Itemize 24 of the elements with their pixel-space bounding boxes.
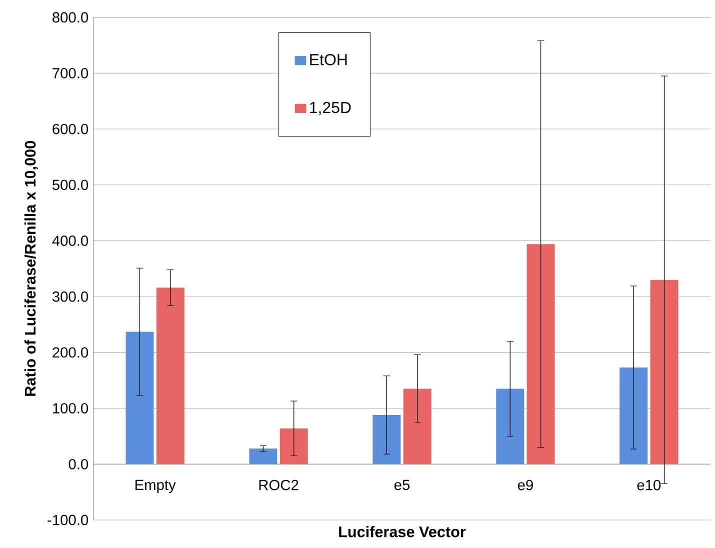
y-tick-label: -100.0 — [48, 514, 88, 526]
y-tick-label: 300.0 — [52, 291, 88, 302]
bar — [403, 388, 432, 464]
y-tick-label: 700.0 — [52, 68, 88, 78]
y-tick-label: 100.0 — [53, 403, 88, 414]
x-tick-label: e10 — [637, 480, 661, 490]
x-axis-title: Luciferase Vector — [339, 526, 466, 538]
x-tick-label: e9 — [518, 480, 533, 490]
y-tick-label: 600.0 — [52, 124, 88, 134]
legend-label: 1,25D — [310, 102, 351, 116]
x-tick-label: ROC2 — [259, 480, 298, 490]
bar — [650, 280, 678, 464]
y-tick-label: 800.0 — [52, 12, 88, 23]
x-tick-label: Empty — [135, 480, 176, 493]
y-tick-label: 500.0 — [52, 180, 88, 190]
x-tick-label: e5 — [394, 480, 410, 490]
y-axis-title: Ratio of Luciferase/Renilla x 10,000 — [24, 141, 38, 396]
legend-label: EtOH — [310, 54, 347, 66]
y-tick-label: 400.0 — [52, 236, 88, 246]
bar — [249, 448, 278, 464]
y-tick-label: 200.0 — [52, 347, 88, 358]
y-tick-label: 0.0 — [68, 458, 88, 470]
bar — [156, 288, 184, 464]
bar — [126, 332, 154, 464]
